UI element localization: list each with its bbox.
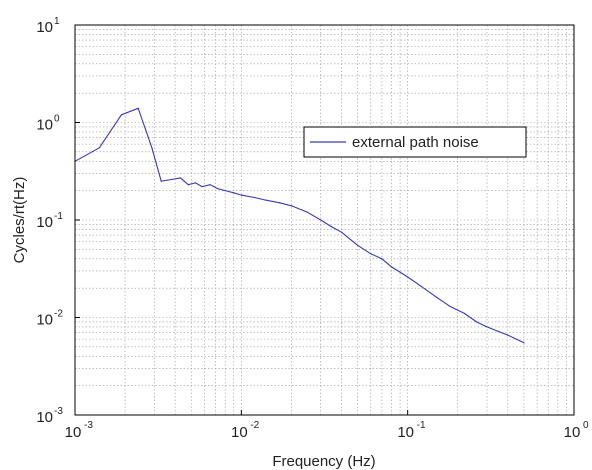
y-tick-exponent: -3 (54, 406, 63, 417)
x-tick-exponent: -2 (250, 420, 259, 431)
series-point (497, 330, 499, 332)
series-point (98, 147, 100, 149)
series-point (306, 211, 309, 213)
series-point (170, 178, 172, 181)
series-point (523, 342, 525, 344)
series-point (253, 196, 256, 199)
series-point (265, 199, 267, 201)
series-point (209, 184, 211, 186)
y-axis-title: Cycles/rt(Hz) (11, 177, 28, 264)
series-point (279, 202, 281, 204)
y-tick-label: 10 (36, 409, 53, 426)
series-point (390, 266, 393, 268)
series-point (449, 305, 451, 307)
series-point (331, 226, 333, 228)
series-point (320, 219, 322, 221)
series-point (217, 188, 219, 190)
x-tick-label: 10 (564, 424, 581, 441)
series-point (486, 326, 488, 328)
series-point (436, 297, 438, 299)
series-point (357, 244, 359, 246)
series-point (515, 338, 517, 340)
series-point (194, 182, 197, 184)
x-tick-label: 10 (397, 424, 414, 441)
x-tick-exponent: 0 (583, 420, 589, 431)
series-point (224, 190, 226, 192)
series-point (120, 114, 122, 116)
series-point (160, 180, 162, 182)
series-point (290, 205, 292, 207)
x-tick-exponent: -1 (417, 420, 426, 431)
x-axis-ticks: 10 -3 10 -2 10 -1 10 0 (65, 410, 589, 441)
series-point (381, 258, 383, 260)
y-tick-label: 10 (36, 19, 53, 36)
series-point (420, 285, 422, 287)
y-tick-label: 10 (36, 214, 53, 231)
series-point (233, 192, 235, 194)
series-point (240, 194, 242, 196)
x-axis-title: Frequency (Hz) (272, 453, 375, 470)
series-point (464, 312, 466, 315)
y-tick-exponent: -1 (54, 211, 63, 222)
legend: external path noise (303, 126, 527, 158)
y-tick-exponent: -2 (54, 309, 63, 320)
y-tick-label: 10 (36, 117, 53, 134)
series-point (201, 186, 203, 188)
legend-label: external path noise (352, 134, 479, 151)
series-point (507, 334, 509, 336)
x-tick-exponent: -3 (84, 420, 93, 431)
series-point (179, 177, 181, 179)
series-point (407, 276, 409, 278)
series-point (370, 253, 372, 255)
series-layer (74, 107, 525, 344)
series-point (187, 184, 189, 186)
y-tick-exponent: 1 (54, 16, 60, 27)
series-point (151, 147, 153, 149)
series-point (340, 231, 343, 233)
y-tick-exponent: 0 (54, 114, 60, 125)
x-tick-label: 10 (231, 424, 248, 441)
series-point (476, 321, 478, 323)
x-tick-label: 10 (65, 424, 82, 441)
series-point (137, 107, 139, 109)
y-tick-label: 10 (36, 312, 53, 329)
